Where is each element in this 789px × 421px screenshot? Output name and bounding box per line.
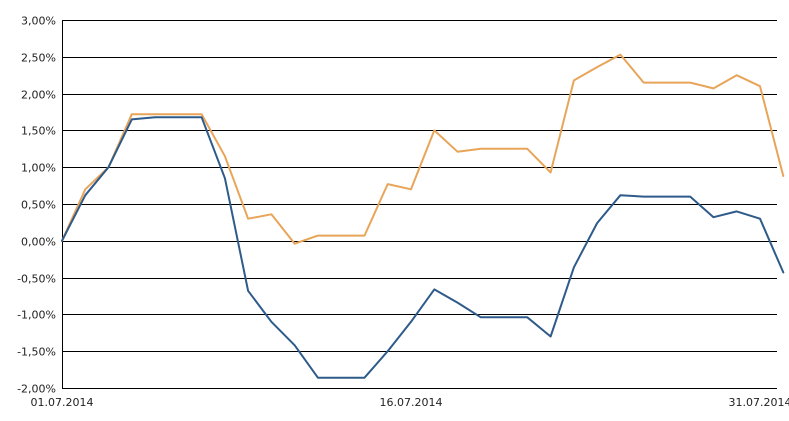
y-tick-label: 2,00% xyxy=(21,89,56,102)
y-tick-label: 0,50% xyxy=(21,199,56,212)
x-tick-labels: 01.07.2014 16.07.2014 31.07.2014 xyxy=(31,396,789,409)
series-line-blue xyxy=(62,117,783,378)
series-line-orange xyxy=(62,55,783,244)
x-tick-label: 01.07.2014 xyxy=(31,396,94,409)
x-tick-label: 31.07.2014 xyxy=(729,396,789,409)
x-tick-label: 16.07.2014 xyxy=(380,396,443,409)
y-tick-label: -1,00% xyxy=(17,309,56,322)
y-tick-label: -1,50% xyxy=(17,346,56,359)
y-tick-labels: 3,00% 2,50% 2,00% 1,50% 1,00% 0,50% 0,00% -0,50… xyxy=(17,15,56,396)
y-tick-label: 0,00% xyxy=(21,236,56,249)
y-tick-label: -2,00% xyxy=(17,383,56,396)
y-tick-label: -0,50% xyxy=(17,273,56,286)
y-tick-label: 3,00% xyxy=(21,15,56,28)
grid xyxy=(62,21,777,389)
y-tick-label: 1,00% xyxy=(21,162,56,175)
series-group xyxy=(62,55,783,378)
y-tick-label: 1,50% xyxy=(21,125,56,138)
y-tick-label: 2,50% xyxy=(21,52,56,65)
